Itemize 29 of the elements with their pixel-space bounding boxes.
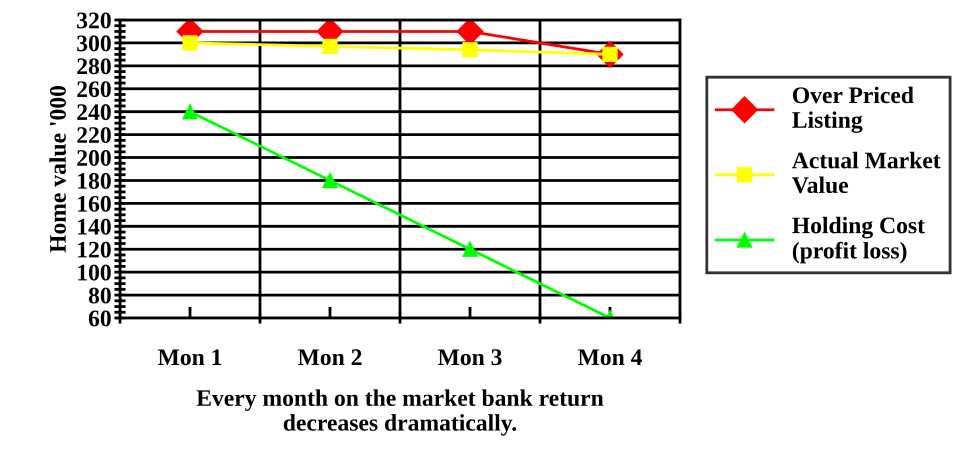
x-tick-label: Mon 2 — [298, 349, 362, 366]
point — [322, 172, 338, 188]
point — [322, 38, 338, 54]
y-tick-label: 300 — [77, 35, 111, 52]
x-tick-label: Mon 1 — [158, 349, 222, 366]
y-tick-label: 60 — [88, 310, 111, 326]
y-tick-label: 120 — [78, 242, 111, 258]
legend-label: Over Priced Listing — [792, 86, 914, 133]
y-tick-label: 200 — [77, 150, 111, 166]
point — [182, 104, 198, 120]
y-tick-label: 240 — [77, 104, 111, 120]
y-tick-label: 260 — [77, 81, 111, 98]
x-tick-label: Mon 3 — [438, 349, 502, 366]
point — [462, 242, 478, 257]
y-tick-label: 140 — [78, 218, 111, 235]
x-tick-label: Mon 4 — [578, 349, 642, 366]
y-tick-label: 320 — [77, 12, 111, 28]
y-tick-label: 160 — [78, 196, 111, 212]
y-tick-label: 220 — [77, 127, 111, 144]
point — [462, 42, 478, 58]
y-tick-label: 280 — [77, 58, 111, 74]
y-tick-label: 100 — [78, 264, 111, 281]
legend-label: Holding Cost (profit loss) — [792, 216, 925, 264]
legend-label: Actual Market Value — [792, 152, 941, 194]
x-axis-title: Every month on the market bank return decreases dramatically. — [196, 389, 604, 436]
y-tick-label: 80 — [88, 288, 111, 304]
y-tick-label: 180 — [78, 172, 111, 189]
y-axis-title: Home value '000 — [49, 86, 66, 253]
point — [182, 35, 198, 51]
